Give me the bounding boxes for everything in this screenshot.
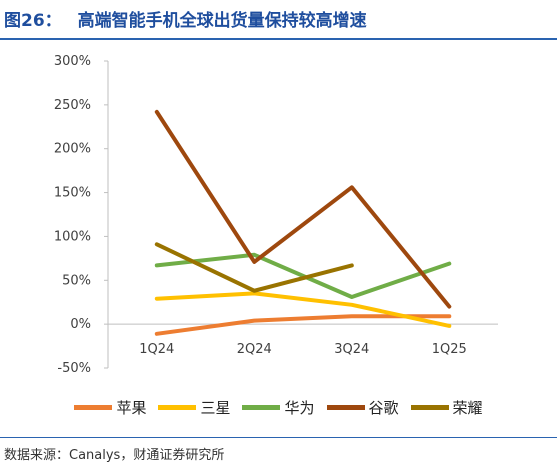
series-line-1 — [154, 314, 452, 336]
x-tick-label: 2Q24 — [237, 342, 272, 357]
y-tick-label: 150% — [54, 186, 91, 201]
figure-title-text: 高端智能手机全球出货量保持较高增速 — [77, 11, 367, 31]
legend-swatch — [242, 404, 281, 410]
legend-swatch — [410, 404, 449, 410]
y-tick-label: 200% — [54, 142, 91, 157]
legend-label: 三星 — [200, 398, 231, 417]
figure-title: 图26： 高端智能手机全球出货量保持较高增速 — [4, 6, 367, 31]
legend-item-1: 苹果 — [74, 397, 146, 418]
series-line-3 — [154, 252, 452, 299]
legend-swatch — [74, 404, 113, 410]
legend-label: 谷歌 — [368, 398, 399, 417]
series-line-2 — [154, 291, 452, 328]
legend-swatch — [326, 404, 365, 410]
y-tick-label: 0% — [70, 317, 91, 332]
y-tick-label: 50% — [62, 273, 91, 288]
y-tick-label: -50% — [57, 361, 91, 376]
legend-item-5: 荣耀 — [410, 397, 483, 418]
legend-item-4: 谷歌 — [326, 397, 399, 418]
line-chart: -50% 0% 50% 100% 150% 200% 250% 300% 1Q24 2Q24 3Q2… — [54, 54, 498, 376]
figure-number: 图26： — [4, 11, 62, 31]
y-tick-label: 300% — [54, 54, 91, 69]
legend-label: 华为 — [284, 398, 315, 417]
y-tick-label: 100% — [54, 229, 91, 244]
legend-swatch — [158, 404, 197, 410]
legend-label: 苹果 — [116, 398, 147, 417]
x-tick-label: 1Q25 — [432, 342, 467, 357]
source-note: 数据来源：Canalys，财通证券研究所 — [4, 448, 225, 463]
legend-item-3: 华为 — [242, 397, 315, 418]
figure-header: 图26： 高端智能手机全球出货量保持较高增速 — [0, 0, 557, 42]
y-tick-label: 250% — [54, 98, 91, 113]
x-tick-label: 1Q24 — [139, 342, 174, 357]
title-underline — [0, 38, 557, 40]
source-divider — [0, 437, 557, 438]
x-tick-label: 3Q24 — [334, 342, 369, 357]
legend-item-2: 三星 — [158, 397, 230, 418]
legend-label: 荣耀 — [452, 398, 483, 417]
chart-legend: 苹果 三星 华为 谷歌 荣耀 — [0, 393, 557, 421]
series-line-4 — [154, 109, 452, 309]
